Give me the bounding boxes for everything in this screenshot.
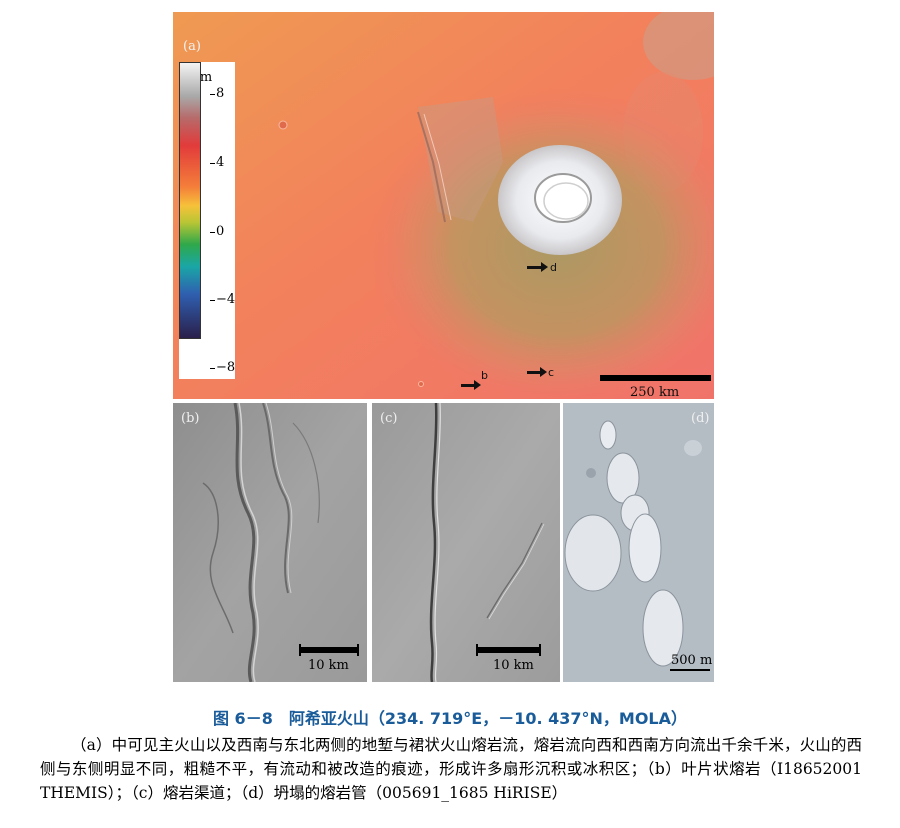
scale-bar-c bbox=[476, 644, 541, 656]
panel-d-tag: (d) bbox=[691, 411, 710, 426]
panel-a-tag: (a) bbox=[183, 39, 201, 54]
figure-title: 图 6－8 阿希亚火山（234. 719°E，－10. 437°N，MOLA） bbox=[212, 709, 688, 728]
location-arrow-d bbox=[527, 262, 548, 272]
colorbar-label: −8 bbox=[216, 360, 236, 375]
colorbar-gradient bbox=[179, 62, 201, 339]
arrow-label-b: b bbox=[481, 369, 488, 382]
scale-label-a: 250 km bbox=[630, 385, 680, 399]
colorbar-label: 0 bbox=[216, 224, 225, 239]
mola-elevation-image bbox=[173, 12, 714, 399]
hirise-image bbox=[563, 403, 714, 682]
location-arrow-c bbox=[527, 367, 547, 377]
scale-label-d: 500 m bbox=[671, 653, 713, 668]
topographic-map: (a) km 8 4 0 −4 −8 d b c 250 km bbox=[173, 12, 714, 399]
panel-d-collapsed-lava-tube: (d) 500 m bbox=[563, 403, 714, 682]
location-arrow-b bbox=[461, 380, 481, 390]
colorbar-tick bbox=[210, 368, 215, 369]
colorbar-label: −4 bbox=[216, 292, 236, 307]
colorbar-label: 8 bbox=[216, 86, 225, 101]
arrow-label-c: c bbox=[548, 366, 555, 379]
panel-c-tag: (c) bbox=[380, 411, 398, 426]
panel-b-tag: (b) bbox=[181, 411, 200, 426]
panel-b-lobate-lava: (b) 10 km bbox=[173, 403, 367, 682]
figure-caption: （a）中可见主火山以及西南与东北两侧的地堑与裙状火山熔岩流，熔岩流向西和西南方向… bbox=[40, 736, 862, 802]
scale-bar-d bbox=[670, 669, 710, 671]
colorbar-tick bbox=[210, 94, 215, 95]
elevation-colorbar: km 8 4 0 −4 −8 bbox=[179, 62, 235, 379]
arrow-label-d: d bbox=[550, 261, 557, 274]
themis-image bbox=[173, 403, 367, 682]
scale-bar-a bbox=[600, 375, 711, 381]
scale-label-b: 10 km bbox=[308, 658, 349, 673]
colorbar-tick bbox=[210, 232, 215, 233]
panel-c-lava-channel: (c) 10 km bbox=[372, 403, 560, 682]
channel-image bbox=[372, 403, 560, 682]
colorbar-tick bbox=[210, 300, 215, 301]
scale-label-c: 10 km bbox=[493, 658, 534, 673]
colorbar-tick bbox=[210, 163, 215, 164]
colorbar-label: 4 bbox=[216, 155, 225, 170]
scale-bar-b bbox=[299, 644, 359, 656]
